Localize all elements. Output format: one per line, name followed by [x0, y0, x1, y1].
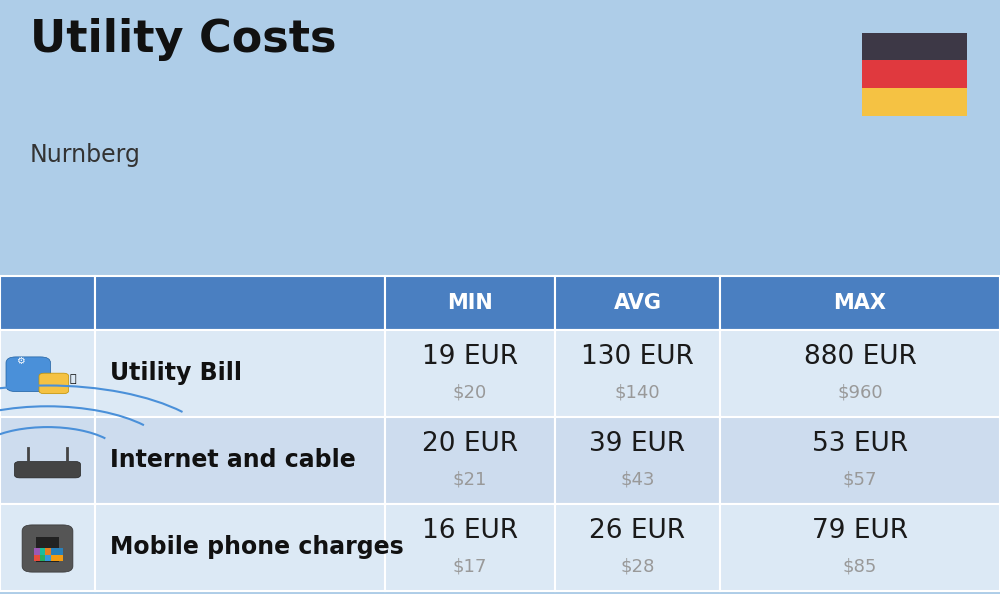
Bar	[385, 276, 555, 330]
Text: 16 EUR: 16 EUR	[422, 518, 518, 544]
Text: 💧: 💧	[69, 374, 76, 384]
Text: 39 EUR: 39 EUR	[589, 431, 686, 457]
Bar	[720, 330, 1000, 417]
Text: Internet and cable: Internet and cable	[110, 448, 356, 472]
Text: ⚙: ⚙	[16, 356, 25, 366]
Text: AVG: AVG	[614, 293, 662, 313]
Text: $21: $21	[453, 470, 487, 488]
Bar	[555, 417, 720, 504]
Text: 53 EUR: 53 EUR	[812, 431, 908, 457]
Bar	[95, 276, 385, 330]
Text: 880 EUR: 880 EUR	[804, 343, 916, 369]
Bar	[0, 504, 95, 591]
Text: Utility Costs: Utility Costs	[30, 18, 336, 61]
Bar	[555, 504, 720, 591]
Bar	[555, 330, 720, 417]
Text: $85: $85	[843, 558, 877, 576]
Bar	[0, 417, 95, 504]
Bar	[34, 548, 46, 555]
Text: $20: $20	[453, 383, 487, 401]
Text: MIN: MIN	[447, 293, 493, 313]
Bar	[862, 88, 967, 116]
Bar	[45, 548, 57, 555]
Text: 79 EUR: 79 EUR	[812, 518, 908, 544]
Bar	[40, 554, 52, 561]
Bar	[385, 504, 555, 591]
Text: Nurnberg: Nurnberg	[30, 143, 141, 166]
FancyBboxPatch shape	[6, 357, 50, 391]
Bar	[95, 330, 385, 417]
Text: 26 EUR: 26 EUR	[589, 518, 686, 544]
Bar	[36, 537, 59, 562]
Text: $28: $28	[620, 558, 655, 576]
Text: MAX: MAX	[834, 293, 887, 313]
Bar	[0, 276, 95, 330]
Bar	[385, 330, 555, 417]
Text: $960: $960	[837, 383, 883, 401]
Text: 130 EUR: 130 EUR	[581, 343, 694, 369]
Bar	[720, 276, 1000, 330]
Text: 19 EUR: 19 EUR	[422, 343, 518, 369]
Bar	[385, 417, 555, 504]
Text: 20 EUR: 20 EUR	[422, 431, 518, 457]
FancyBboxPatch shape	[39, 373, 69, 394]
Text: $43: $43	[620, 470, 655, 488]
Bar	[51, 548, 63, 555]
Bar	[720, 504, 1000, 591]
FancyBboxPatch shape	[22, 525, 73, 572]
Bar	[95, 417, 385, 504]
Text: $140: $140	[615, 383, 660, 401]
Bar	[862, 33, 967, 61]
Bar	[34, 554, 46, 561]
FancyBboxPatch shape	[14, 462, 80, 478]
Bar	[40, 548, 52, 555]
Text: $57: $57	[843, 470, 877, 488]
Bar	[555, 276, 720, 330]
Bar	[720, 417, 1000, 504]
Bar	[0, 330, 95, 417]
Bar	[51, 554, 63, 561]
Bar	[95, 504, 385, 591]
Bar	[862, 61, 967, 88]
Text: $17: $17	[453, 558, 487, 576]
Bar	[45, 554, 57, 561]
Text: Mobile phone charges: Mobile phone charges	[110, 535, 404, 560]
Text: Utility Bill: Utility Bill	[110, 361, 242, 386]
